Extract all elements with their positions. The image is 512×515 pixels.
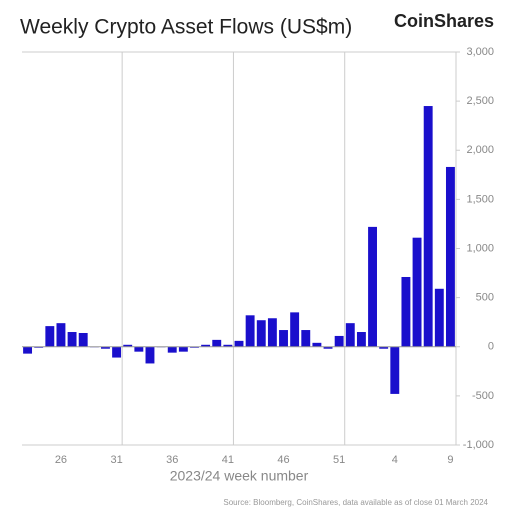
bar (78, 332, 88, 347)
bar (212, 339, 222, 347)
y-tick-label: -500 (472, 390, 494, 402)
bar (256, 320, 266, 347)
y-tick-label: 1,500 (466, 193, 494, 205)
x-tick-label: 26 (55, 454, 67, 466)
bar (67, 332, 77, 347)
bar (412, 237, 422, 347)
bar (145, 346, 155, 364)
x-tick-label: 9 (447, 454, 453, 466)
x-tick-label: 36 (166, 454, 178, 466)
y-tick-label: -1,000 (463, 439, 494, 451)
bar (112, 346, 122, 358)
bar (434, 288, 444, 347)
x-tick-label: 31 (110, 454, 122, 466)
bar (45, 326, 55, 347)
bar (123, 344, 133, 347)
bar (301, 330, 311, 347)
bar (167, 346, 177, 353)
bar (312, 342, 322, 347)
x-tick-label: 46 (277, 454, 289, 466)
bar (345, 323, 355, 347)
bar (279, 330, 288, 347)
x-axis-label: 2023/24 week number (170, 468, 309, 484)
y-tick-label: 1,000 (466, 242, 494, 254)
bar (323, 346, 333, 349)
bar (134, 346, 144, 352)
bar (223, 344, 233, 347)
bar (368, 226, 377, 347)
bar (23, 346, 33, 354)
y-tick-label: 3,000 (466, 46, 494, 58)
brand-logo: CoinShares (394, 11, 494, 31)
bar (334, 335, 344, 347)
chart-title: Weekly Crypto Asset Flows (US$m) (20, 16, 352, 39)
bar (267, 318, 277, 347)
y-tick-label: 2,000 (466, 144, 494, 156)
bar (379, 346, 389, 349)
y-tick-label: 2,500 (466, 95, 494, 107)
bar (390, 346, 400, 394)
bar (178, 346, 188, 352)
x-tick-label: 51 (333, 454, 345, 466)
y-tick-label: 500 (476, 292, 494, 304)
bar (234, 340, 244, 347)
bar (356, 332, 366, 347)
bar (201, 344, 211, 347)
y-tick-label: 0 (488, 341, 494, 353)
bar (445, 166, 455, 347)
bar (290, 312, 300, 347)
x-tick-label: 4 (392, 454, 398, 466)
bar (423, 106, 433, 347)
bar (56, 323, 66, 347)
bar (101, 346, 110, 349)
source-note: Source: Bloomberg, CoinShares, data avai… (223, 498, 488, 507)
bar (245, 315, 255, 347)
bar (401, 276, 411, 347)
x-tick-label: 41 (222, 454, 234, 466)
